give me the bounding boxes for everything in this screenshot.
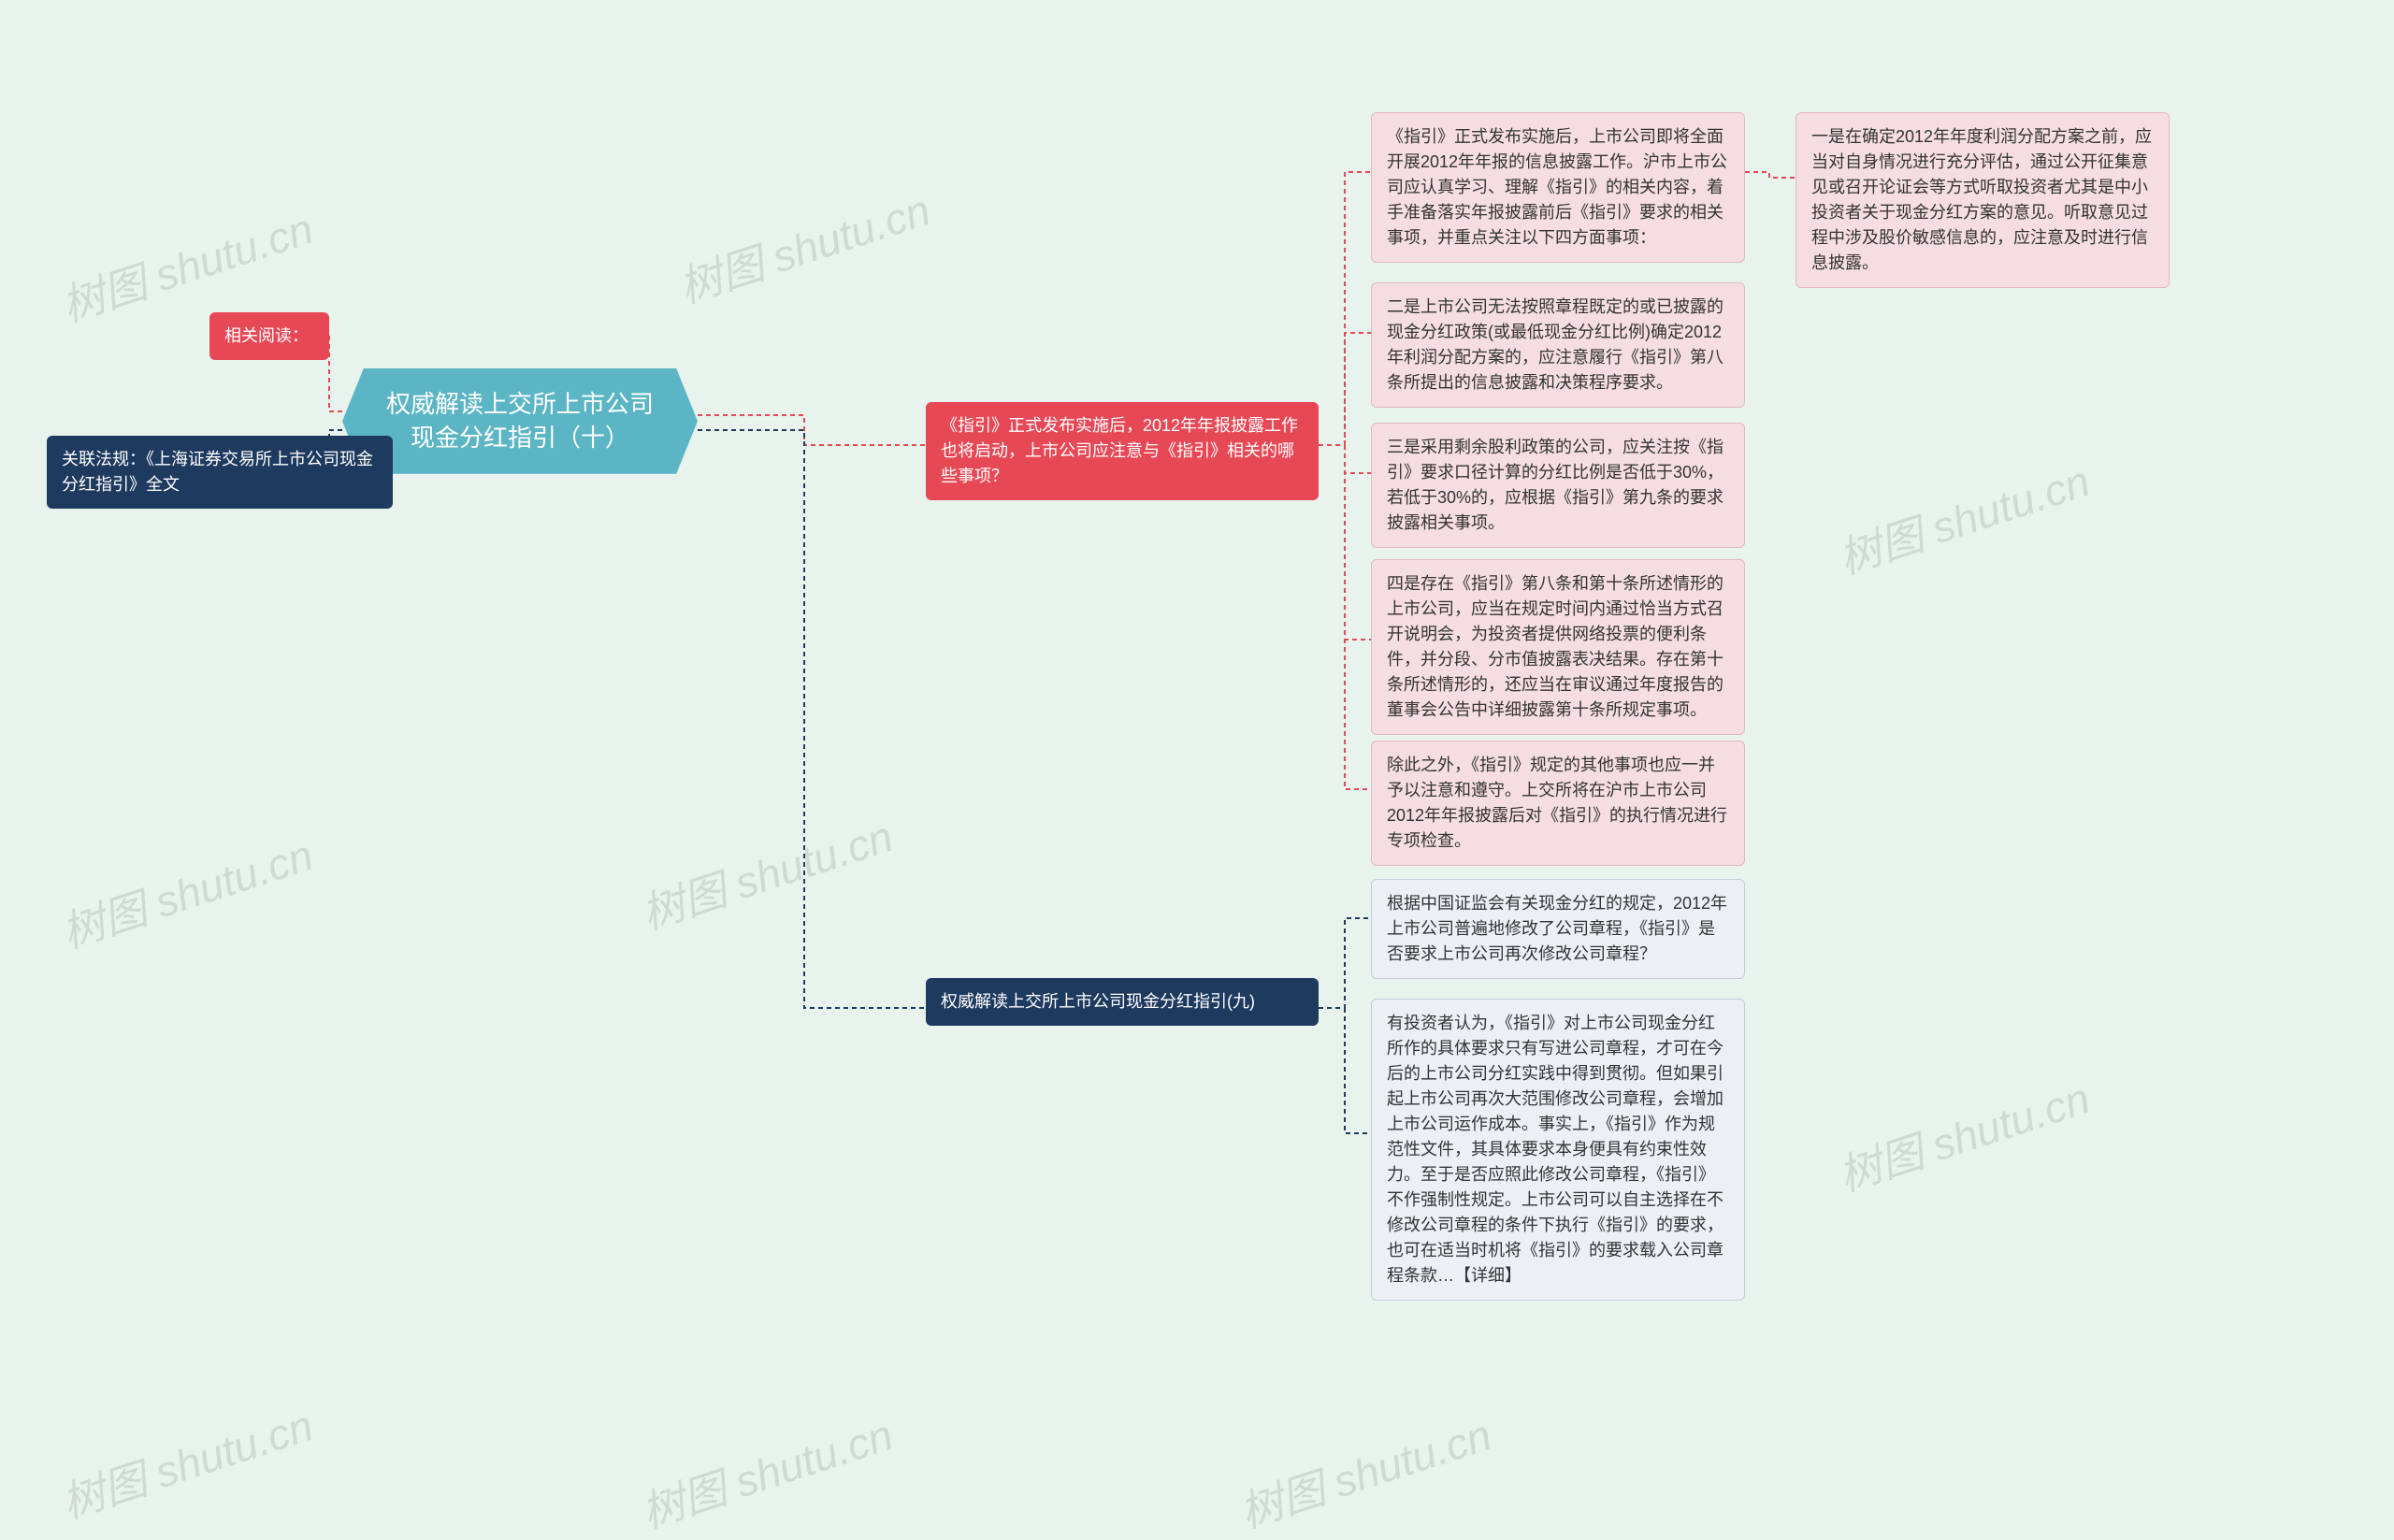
watermark: 树图 shutu.cn bbox=[53, 822, 320, 961]
branch1-c5: 除此之外，《指引》规定的其他事项也应一并予以注意和遵守。上交所将在沪市上市公司2… bbox=[1371, 741, 1745, 866]
left-related-node: 相关阅读： bbox=[209, 312, 329, 360]
branch1-c1-sub: 一是在确定2012年年度利润分配方案之前，应当对自身情况进行充分评估，通过公开征… bbox=[1796, 112, 2170, 288]
branch2-title-text: 权威解读上交所上市公司现金分红指引(九) bbox=[941, 992, 1255, 1011]
branch1-title: 《指引》正式发布实施后，2012年年报披露工作也将启动，上市公司应注意与《指引》… bbox=[926, 402, 1319, 500]
root-line1: 权威解读上交所上市公司 bbox=[365, 387, 675, 421]
left-regulation-text: 关联法规：《上海证券交易所上市公司现金分红指引》全文 bbox=[62, 450, 373, 494]
branch1-c2-text: 二是上市公司无法按照章程既定的或已披露的现金分红政策(或最低现金分红比例)确定2… bbox=[1387, 297, 1723, 392]
root-line2: 现金分红指引（十） bbox=[365, 421, 675, 454]
branch1-c5-text: 除此之外，《指引》规定的其他事项也应一并予以注意和遵守。上交所将在沪市上市公司2… bbox=[1387, 756, 1727, 850]
watermark: 树图 shutu.cn bbox=[1830, 448, 2097, 587]
root-node: 权威解读上交所上市公司 现金分红指引（十） bbox=[342, 368, 698, 474]
branch2-c2-text: 有投资者认为，《指引》对上市公司现金分红所作的具体要求只有写进公司章程，才可在今… bbox=[1387, 1014, 1723, 1285]
watermark: 树图 shutu.cn bbox=[671, 177, 937, 316]
watermark: 树图 shutu.cn bbox=[633, 1402, 900, 1540]
branch2-c1: 根据中国证监会有关现金分红的规定，2012年上市公司普遍地修改了公司章程，《指引… bbox=[1371, 879, 1745, 979]
left-related-text: 相关阅读： bbox=[224, 326, 309, 345]
branch1-c4: 四是存在《指引》第八条和第十条所述情形的上市公司，应当在规定时间内通过恰当方式召… bbox=[1371, 559, 1745, 735]
branch1-c1-text: 《指引》正式发布实施后，上市公司即将全面开展2012年年报的信息披露工作。沪市上… bbox=[1387, 127, 1727, 247]
branch2-c1-text: 根据中国证监会有关现金分红的规定，2012年上市公司普遍地修改了公司章程，《指引… bbox=[1387, 894, 1727, 963]
branch1-title-text: 《指引》正式发布实施后，2012年年报披露工作也将启动，上市公司应注意与《指引》… bbox=[941, 416, 1298, 485]
watermark: 树图 shutu.cn bbox=[53, 1392, 320, 1532]
branch2-c2: 有投资者认为，《指引》对上市公司现金分红所作的具体要求只有写进公司章程，才可在今… bbox=[1371, 999, 1745, 1301]
branch2-title: 权威解读上交所上市公司现金分红指引(九) bbox=[926, 978, 1319, 1026]
watermark: 树图 shutu.cn bbox=[1232, 1402, 1498, 1540]
watermark: 树图 shutu.cn bbox=[633, 803, 900, 943]
branch1-c1: 《指引》正式发布实施后，上市公司即将全面开展2012年年报的信息披露工作。沪市上… bbox=[1371, 112, 1745, 263]
branch1-c3-text: 三是采用剩余股利政策的公司，应关注按《指引》要求口径计算的分红比例是否低于30%… bbox=[1387, 438, 1723, 532]
branch1-c3: 三是采用剩余股利政策的公司，应关注按《指引》要求口径计算的分红比例是否低于30%… bbox=[1371, 423, 1745, 548]
left-regulation-node: 关联法规：《上海证券交易所上市公司现金分红指引》全文 bbox=[47, 436, 393, 509]
branch1-c1-sub-text: 一是在确定2012年年度利润分配方案之前，应当对自身情况进行充分评估，通过公开征… bbox=[1811, 127, 2152, 272]
branch1-c2: 二是上市公司无法按照章程既定的或已披露的现金分红政策(或最低现金分红比例)确定2… bbox=[1371, 282, 1745, 408]
watermark: 树图 shutu.cn bbox=[1830, 1065, 2097, 1204]
branch1-c4-text: 四是存在《指引》第八条和第十条所述情形的上市公司，应当在规定时间内通过恰当方式召… bbox=[1387, 574, 1723, 719]
